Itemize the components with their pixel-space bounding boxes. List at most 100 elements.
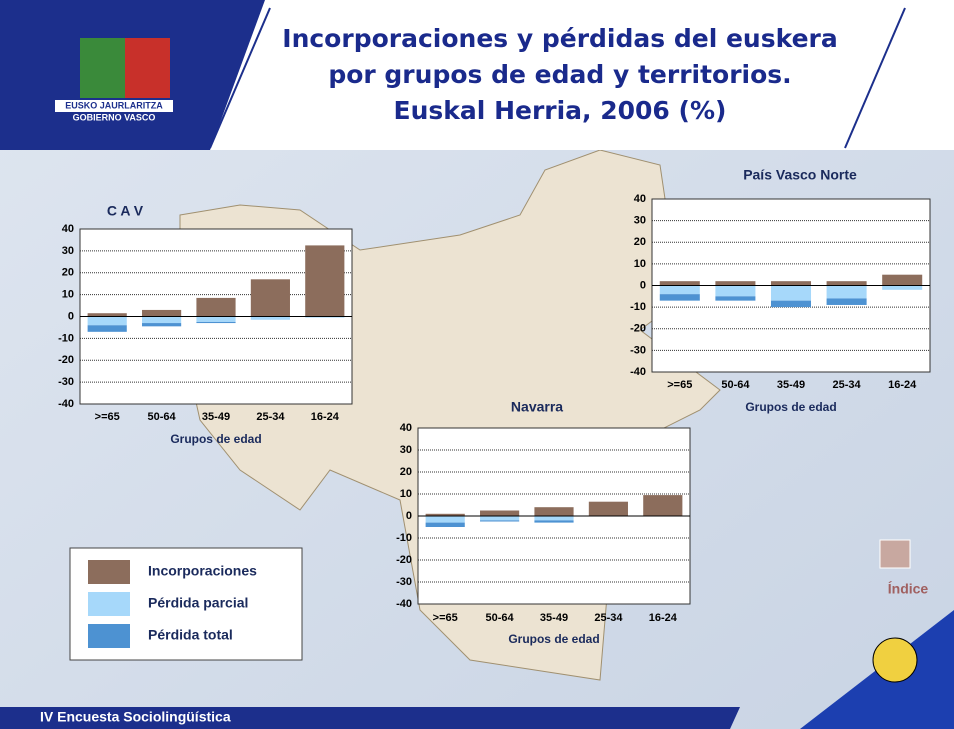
header-divider xyxy=(844,7,906,149)
y-tick-label: -10 xyxy=(396,532,412,544)
bar-segment xyxy=(826,281,867,286)
legend-swatch xyxy=(88,560,130,584)
bar-segment xyxy=(480,516,520,521)
y-tick-label: 10 xyxy=(62,289,74,301)
x-tick-label: 25-34 xyxy=(594,612,623,624)
bar-segment xyxy=(196,316,236,322)
y-tick-label: -10 xyxy=(58,332,74,344)
y-tick-label: -20 xyxy=(396,554,412,566)
chart-title: Navarra xyxy=(511,399,563,415)
bar-segment xyxy=(142,316,182,324)
bar-segment xyxy=(250,316,290,320)
title: Incorporaciones y pérdidas del euskera xyxy=(282,24,837,53)
x-tick-label: 50-64 xyxy=(721,379,750,391)
bar-segment xyxy=(659,281,700,286)
y-tick-label: 40 xyxy=(62,223,74,235)
bar-segment xyxy=(142,323,182,327)
bar-segment xyxy=(87,316,127,326)
y-tick-label: 10 xyxy=(400,488,412,500)
y-tick-label: -40 xyxy=(396,598,412,610)
y-tick-label: 40 xyxy=(400,422,412,434)
y-tick-label: 40 xyxy=(634,193,646,205)
y-tick-label: 20 xyxy=(62,267,74,279)
bar-segment xyxy=(659,285,700,295)
footer: IV Encuesta Sociolingüística xyxy=(40,709,231,725)
y-tick-label: 20 xyxy=(634,236,646,248)
x-axis-label: Grupos de edad xyxy=(745,400,836,414)
legend-swatch xyxy=(88,592,130,616)
bar-segment xyxy=(588,501,628,516)
bar-segment xyxy=(480,520,520,522)
bar-segment xyxy=(425,516,465,523)
x-axis-label: Grupos de edad xyxy=(508,632,599,646)
mascot xyxy=(872,637,918,683)
bar-segment xyxy=(770,300,812,308)
bar-segment xyxy=(715,296,756,301)
bar-segment xyxy=(659,294,700,301)
bar-segment xyxy=(715,285,756,297)
bar-segment xyxy=(534,507,574,516)
bar-segment xyxy=(534,516,574,521)
index-link[interactable]: Índice xyxy=(888,581,929,597)
title: por grupos de edad y territorios. xyxy=(328,60,791,89)
y-tick-label: 0 xyxy=(640,279,646,291)
bar-segment xyxy=(87,313,127,317)
y-tick-label: -40 xyxy=(58,398,74,410)
x-tick-label: 50-64 xyxy=(486,612,515,624)
x-tick-label: 25-34 xyxy=(833,379,862,391)
x-tick-label: 50-64 xyxy=(148,411,177,423)
footer-bar xyxy=(0,707,740,729)
bar-segment xyxy=(480,510,520,516)
x-tick-label: 35-49 xyxy=(540,612,568,624)
bar-segment xyxy=(305,316,345,318)
y-tick-label: -20 xyxy=(630,323,646,335)
y-tick-label: 20 xyxy=(400,466,412,478)
x-tick-label: >=65 xyxy=(433,612,458,624)
header-divider xyxy=(209,7,271,149)
bar-segment xyxy=(250,279,290,317)
bar-segment xyxy=(425,522,465,527)
y-tick-label: 30 xyxy=(634,215,646,227)
x-tick-label: 16-24 xyxy=(888,379,917,391)
x-tick-label: 25-34 xyxy=(256,411,285,423)
bar-segment xyxy=(882,285,923,290)
legend-label: Pérdida parcial xyxy=(148,595,248,611)
x-tick-label: 16-24 xyxy=(649,612,678,624)
y-tick-label: 10 xyxy=(634,258,646,270)
bar-segment xyxy=(826,285,867,299)
logo-text: EUSKO JAURLARITZA xyxy=(65,100,163,110)
bar-segment xyxy=(142,309,182,317)
bar-segment xyxy=(87,325,127,332)
chart-title: C A V xyxy=(107,203,144,219)
y-tick-label: 30 xyxy=(400,444,412,456)
bar-segment xyxy=(305,245,345,317)
x-tick-label: >=65 xyxy=(667,379,692,391)
bar-segment xyxy=(715,281,756,286)
title: Euskal Herria, 2006 (%) xyxy=(394,96,727,125)
x-tick-label: 35-49 xyxy=(777,379,805,391)
y-tick-label: 0 xyxy=(406,510,412,522)
bar-segment xyxy=(882,274,923,286)
chart-title: País Vasco Norte xyxy=(743,167,857,183)
bar-segment xyxy=(770,285,812,301)
x-tick-label: 16-24 xyxy=(311,411,340,423)
bar-segment xyxy=(643,495,683,516)
logo-text: GOBIERNO VASCO xyxy=(73,112,156,122)
x-tick-label: 35-49 xyxy=(202,411,230,423)
y-tick-label: -30 xyxy=(58,376,74,388)
y-tick-label: -20 xyxy=(58,354,74,366)
bar-segment xyxy=(425,513,465,516)
x-tick-label: >=65 xyxy=(95,411,120,423)
y-tick-label: -30 xyxy=(630,344,646,356)
bar-segment xyxy=(770,281,812,286)
logo-bar xyxy=(55,100,173,112)
legend-swatch xyxy=(88,624,130,648)
index-icon[interactable] xyxy=(879,539,911,569)
y-tick-label: 30 xyxy=(62,245,74,257)
legend-label: Incorporaciones xyxy=(148,563,257,579)
bar-segment xyxy=(196,297,236,317)
x-axis-label: Grupos de edad xyxy=(170,432,261,446)
bar-segment xyxy=(826,298,867,305)
y-tick-label: -40 xyxy=(630,366,646,378)
